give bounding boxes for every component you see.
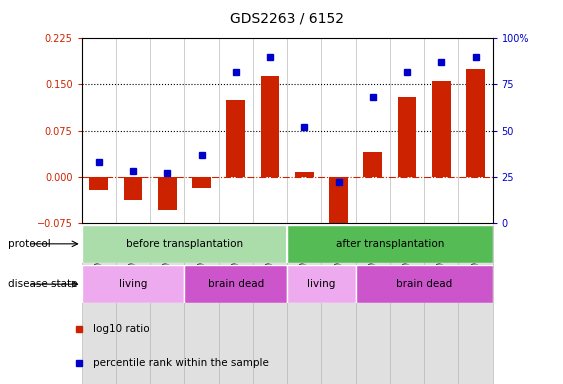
- Bar: [82, 225, 116, 384]
- Bar: [287, 225, 493, 263]
- Bar: [82, 225, 287, 263]
- Bar: [363, 152, 382, 177]
- Text: log10 ratio: log10 ratio: [93, 324, 150, 334]
- Bar: [466, 69, 485, 177]
- Bar: [356, 225, 390, 384]
- Text: percentile rank within the sample: percentile rank within the sample: [93, 358, 269, 368]
- Text: before transplantation: before transplantation: [126, 239, 243, 249]
- Bar: [432, 81, 450, 177]
- Text: after transplantation: after transplantation: [336, 239, 444, 249]
- Bar: [124, 177, 142, 200]
- Bar: [150, 225, 185, 384]
- Bar: [390, 225, 424, 384]
- Bar: [356, 265, 493, 303]
- Text: brain dead: brain dead: [208, 279, 264, 289]
- Bar: [397, 97, 417, 177]
- Bar: [253, 225, 287, 384]
- Bar: [329, 177, 348, 235]
- Bar: [192, 177, 211, 188]
- Bar: [185, 265, 287, 303]
- Text: disease state: disease state: [8, 279, 78, 289]
- Bar: [261, 76, 279, 177]
- Bar: [82, 265, 185, 303]
- Bar: [158, 177, 177, 210]
- Bar: [218, 225, 253, 384]
- Bar: [295, 172, 314, 177]
- Bar: [458, 225, 493, 384]
- Bar: [116, 225, 150, 384]
- Bar: [90, 177, 108, 190]
- Text: protocol: protocol: [8, 239, 51, 249]
- Bar: [424, 225, 458, 384]
- Bar: [321, 225, 356, 384]
- Text: living: living: [307, 279, 336, 289]
- Bar: [287, 265, 356, 303]
- Bar: [185, 225, 218, 384]
- Bar: [287, 225, 321, 384]
- Bar: [226, 100, 245, 177]
- Text: GDS2263 / 6152: GDS2263 / 6152: [230, 12, 344, 25]
- Text: living: living: [119, 279, 147, 289]
- Text: brain dead: brain dead: [396, 279, 452, 289]
